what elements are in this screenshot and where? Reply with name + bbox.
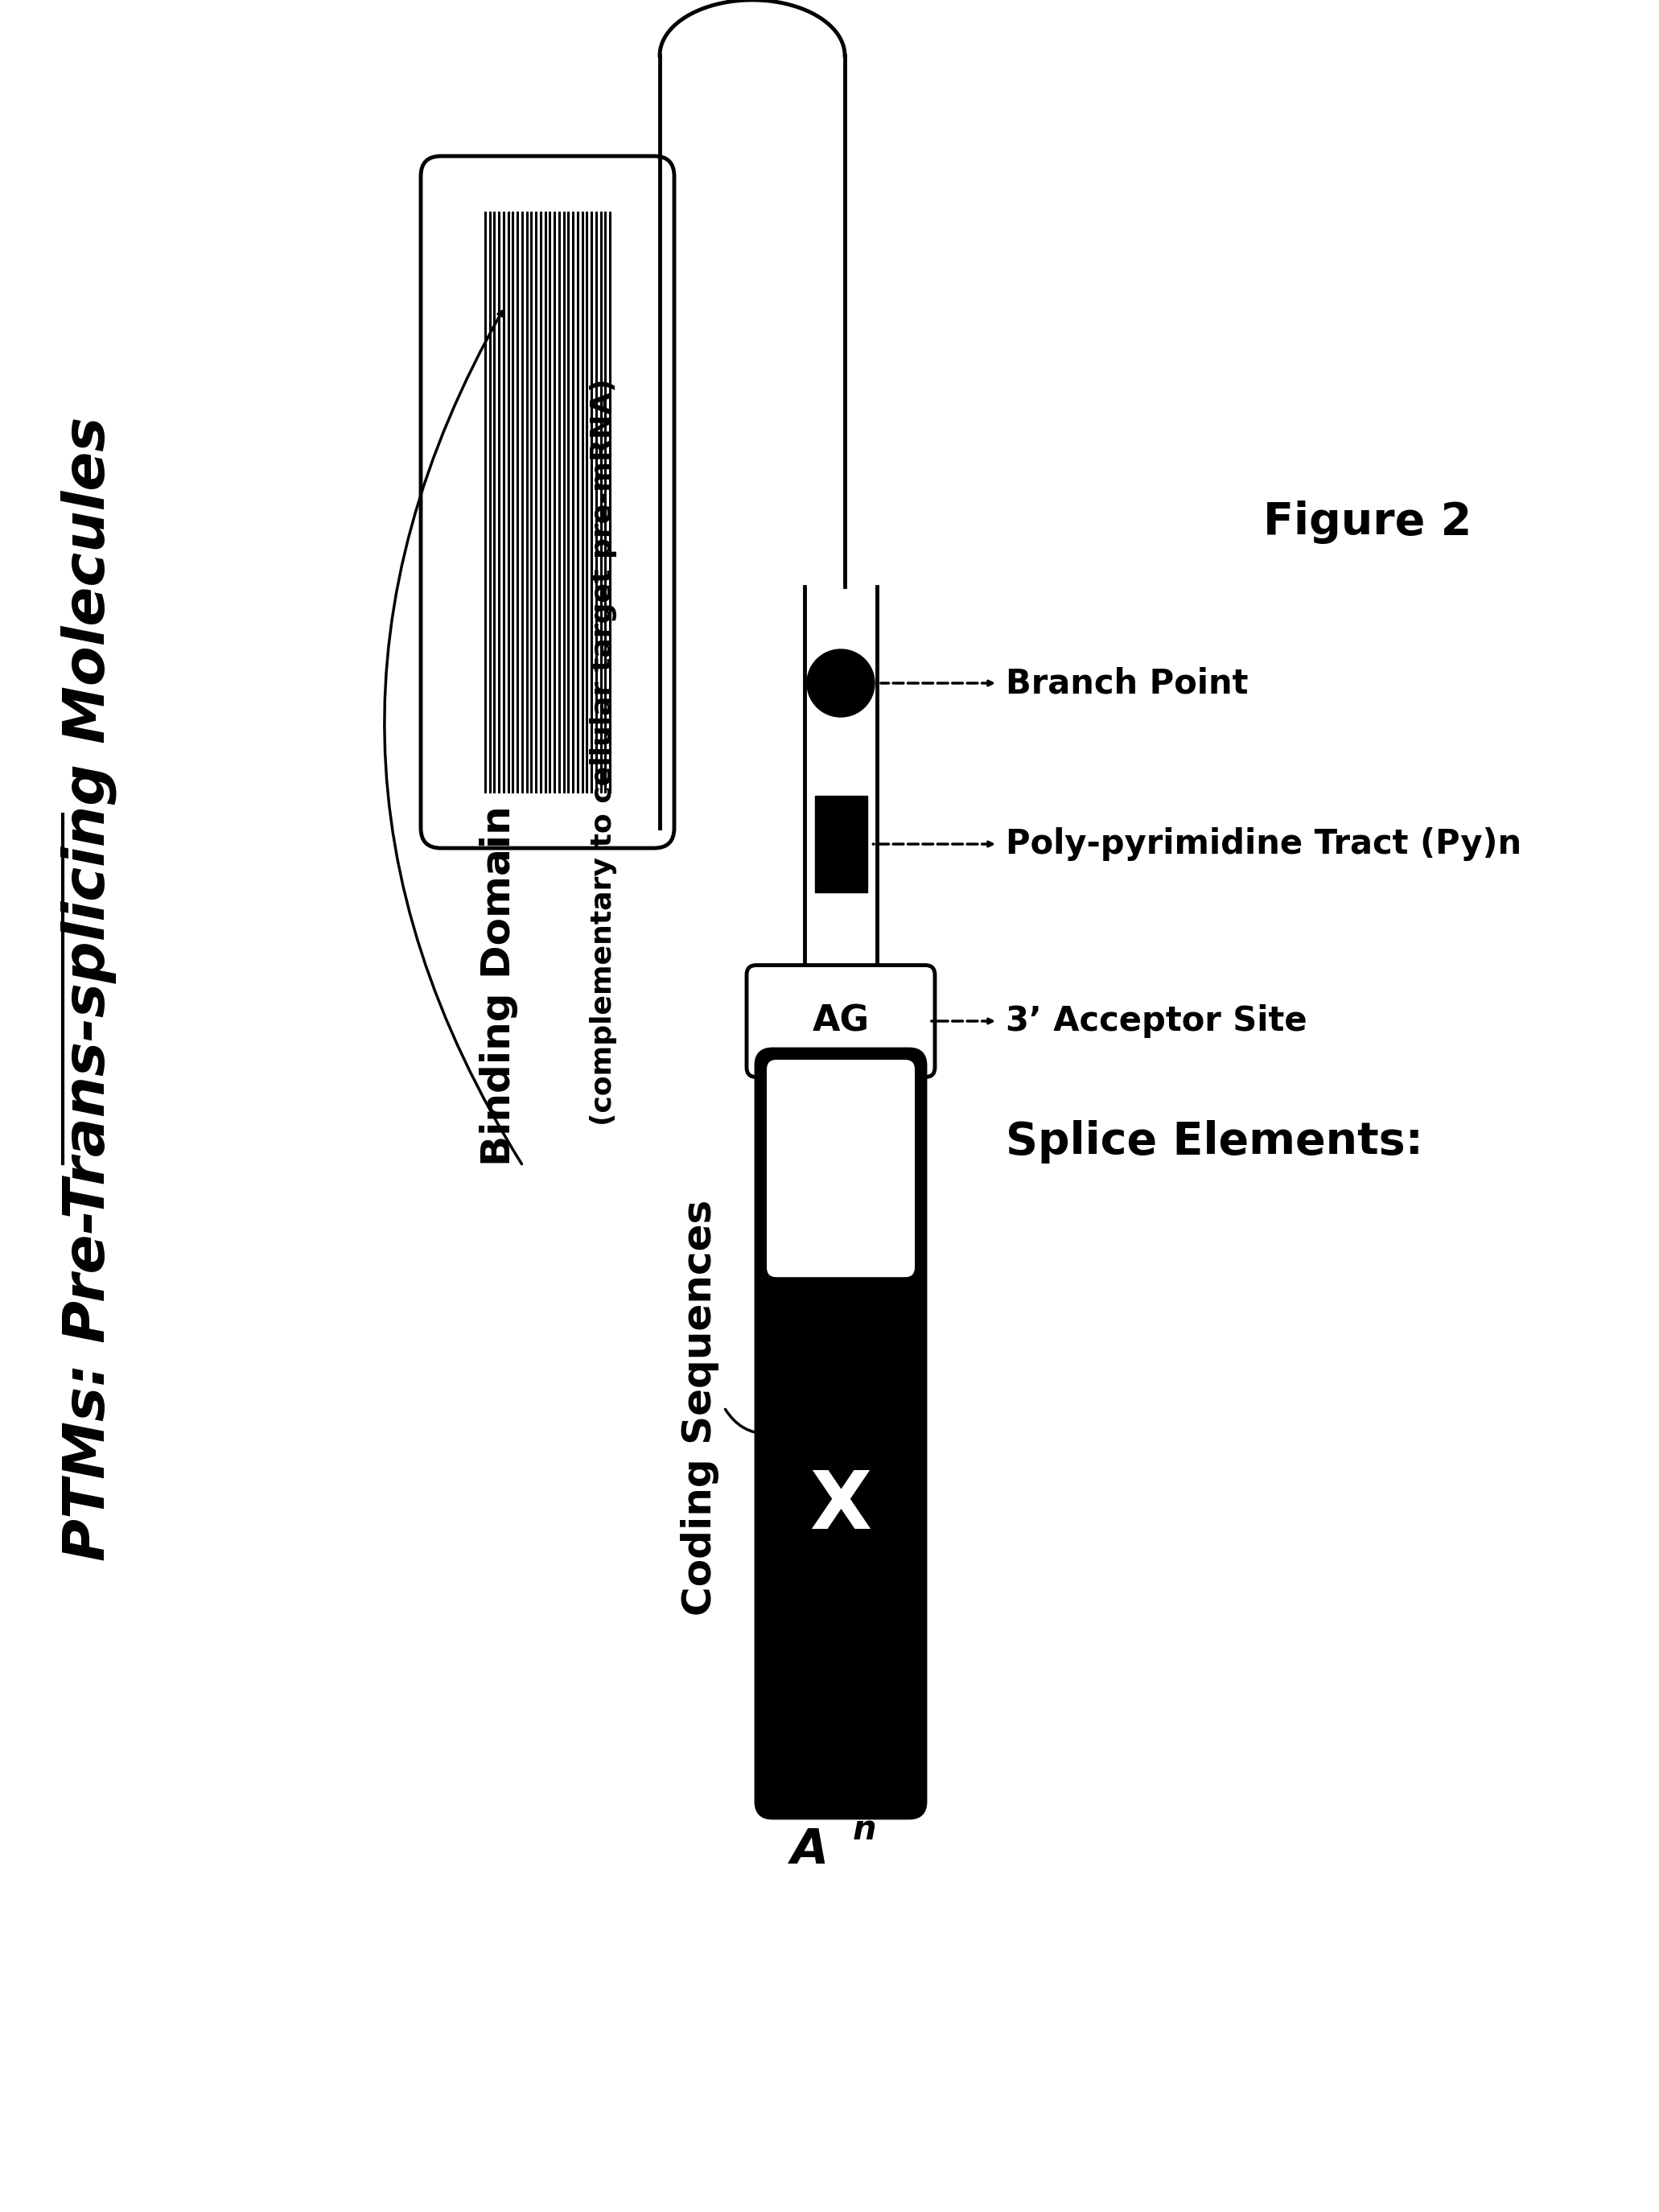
Text: A: A — [791, 1827, 830, 1874]
Text: Figure 2: Figure 2 — [1264, 500, 1472, 544]
Text: PTMs: Pre-Trans-splicing Molecules: PTMs: Pre-Trans-splicing Molecules — [60, 416, 116, 1562]
Text: Branch Point: Branch Point — [1005, 666, 1248, 699]
FancyBboxPatch shape — [757, 1048, 926, 1818]
Bar — [815, 796, 868, 891]
Text: n: n — [853, 1814, 876, 1847]
Text: Poly-pyrimidine Tract (Py)n: Poly-pyrimidine Tract (Py)n — [1005, 827, 1521, 860]
Circle shape — [806, 650, 874, 717]
Text: Splice Elements:: Splice Elements: — [1005, 1119, 1423, 1164]
Text: Coding Sequences: Coding Sequences — [680, 1199, 720, 1615]
Text: Binding Domain: Binding Domain — [479, 805, 518, 1166]
Text: X: X — [810, 1469, 871, 1546]
FancyBboxPatch shape — [747, 964, 936, 1077]
FancyBboxPatch shape — [421, 157, 674, 847]
Text: 3’ Acceptor Site: 3’ Acceptor Site — [1005, 1004, 1307, 1037]
FancyBboxPatch shape — [766, 1060, 914, 1276]
Text: AG: AG — [813, 1004, 869, 1037]
Text: (complementary to cellular target pre-mRNA): (complementary to cellular target pre-mR… — [589, 378, 617, 1126]
